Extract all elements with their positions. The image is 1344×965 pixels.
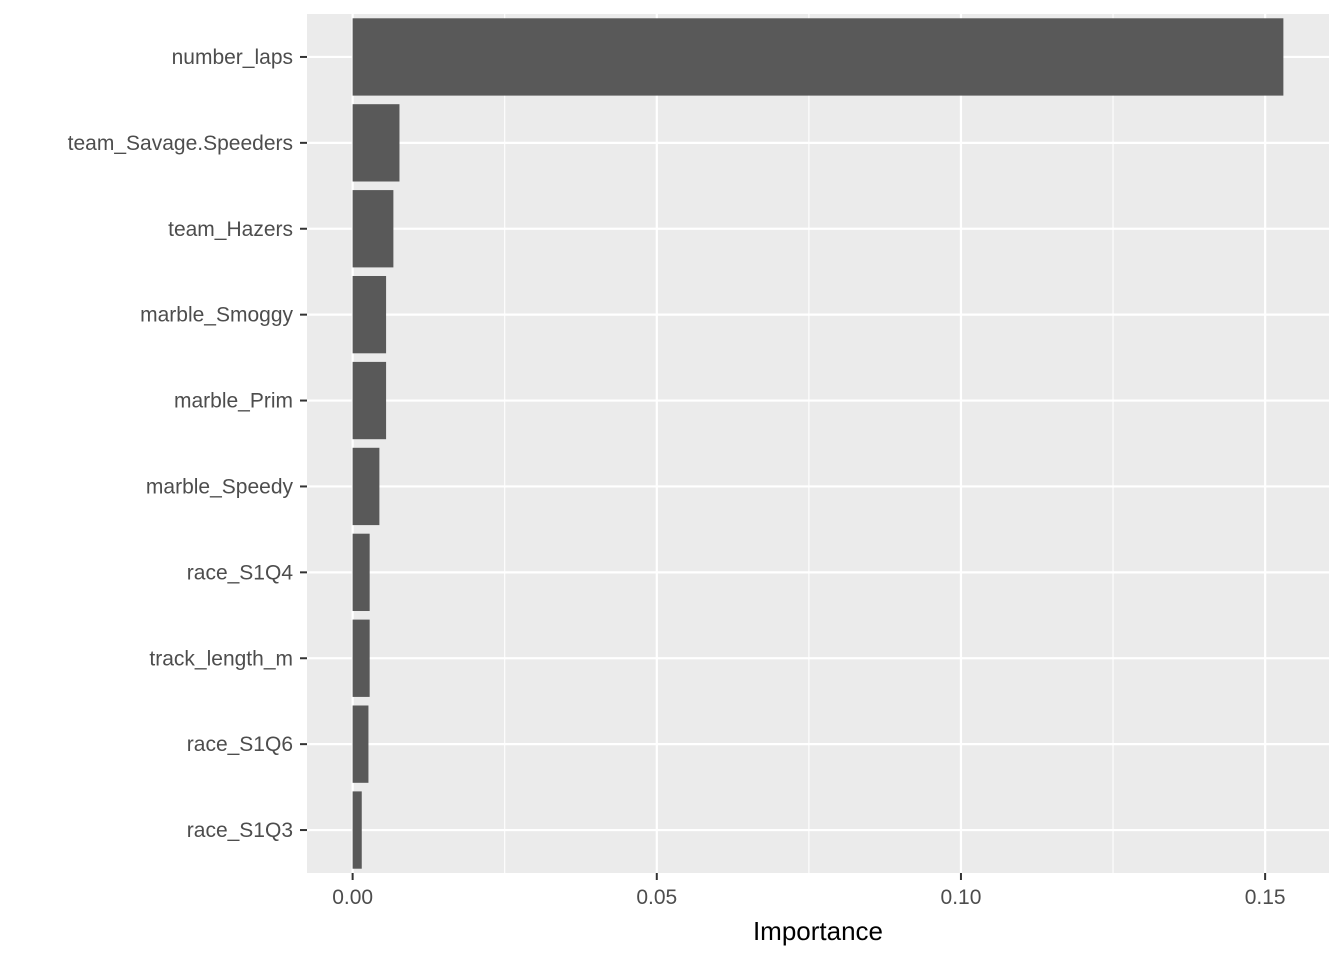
bars: [352, 18, 1284, 869]
bar-track-length-m: [352, 619, 370, 697]
bar-marble-prim: [352, 361, 387, 440]
y-tick-label: track_length_m: [149, 647, 293, 670]
bar-team-hazers: [352, 190, 394, 268]
bar-race-s1q3: [352, 791, 362, 869]
bar-number-laps: [352, 18, 1284, 96]
x-tick-label: 0.10: [941, 886, 982, 909]
plot-panel: [307, 14, 1329, 873]
bar-team-savage-speeders: [352, 104, 400, 182]
bar-marble-speedy: [352, 447, 380, 526]
x-tick-label: 0.05: [636, 886, 677, 909]
bar-race-s1q6: [352, 705, 369, 783]
bar-marble-smoggy: [352, 275, 387, 354]
y-tick-label: race_S1Q3: [187, 819, 293, 842]
y-tick-label: marble_Speedy: [146, 475, 294, 498]
x-axis-title: Importance: [753, 916, 883, 946]
y-tick-label: team_Hazers: [168, 218, 293, 241]
grid-minor: [504, 14, 1114, 873]
y-tick-label: marble_Smoggy: [140, 304, 293, 327]
y-axis: number_laps team_Savage.Speeders team_Haze…: [68, 46, 307, 842]
x-axis: 0.00 0.05 0.10 0.15: [332, 873, 1286, 909]
y-tick-label: number_laps: [172, 46, 293, 69]
y-tick-label: team_Savage.Speeders: [68, 132, 293, 155]
x-tick-label: 0.00: [332, 886, 373, 909]
x-tick-label: 0.15: [1245, 886, 1286, 909]
y-tick-label: race_S1Q4: [187, 561, 294, 584]
y-tick-label: marble_Prim: [174, 390, 293, 413]
bar-race-s1q4: [352, 533, 370, 612]
y-tick-label: race_S1Q6: [187, 733, 293, 756]
